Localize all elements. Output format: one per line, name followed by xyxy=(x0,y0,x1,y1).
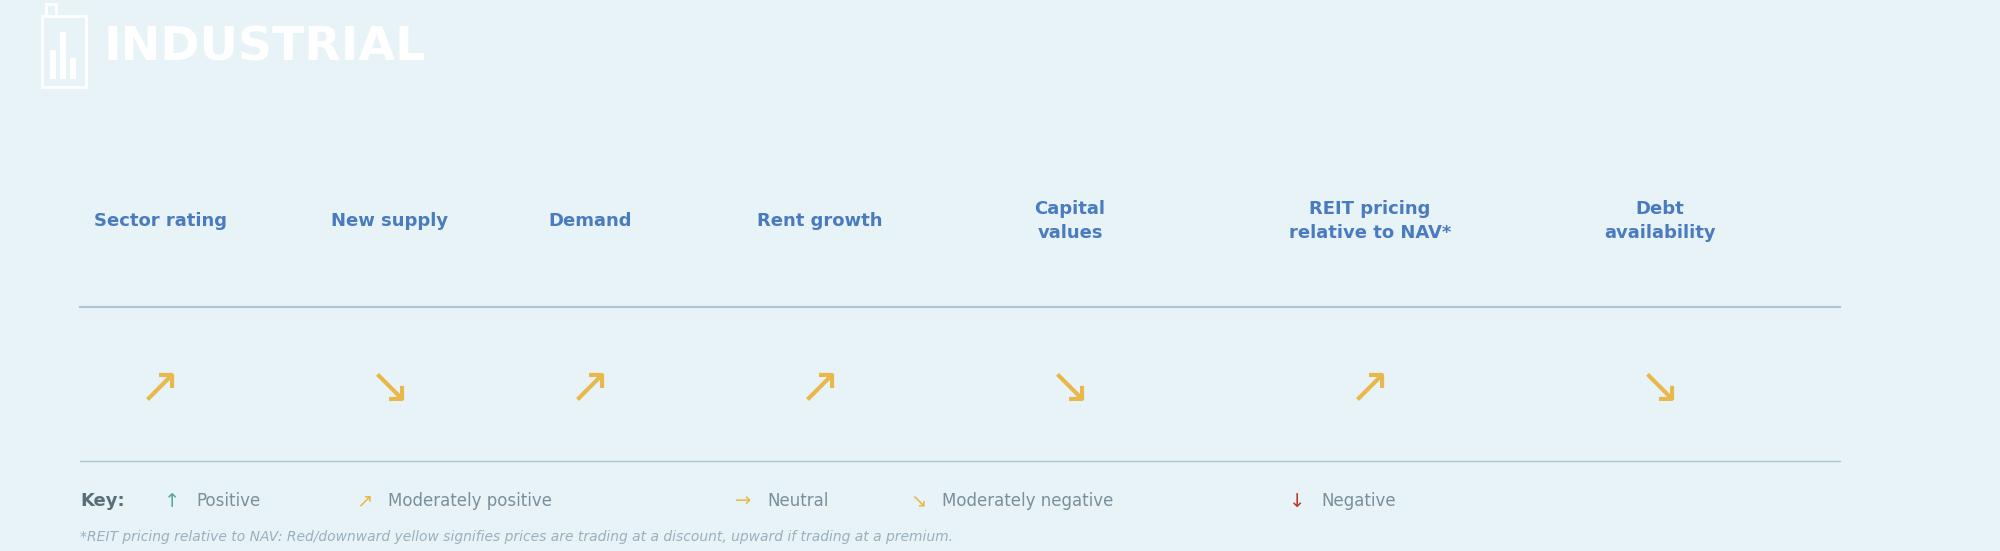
Text: New supply: New supply xyxy=(332,212,448,230)
Text: →: → xyxy=(736,492,752,511)
Text: Capital
values: Capital values xyxy=(1034,201,1106,242)
Text: ↘: ↘ xyxy=(370,364,410,412)
Text: ↗: ↗ xyxy=(1350,364,1390,412)
Text: Neutral: Neutral xyxy=(768,492,828,510)
Text: ↗: ↗ xyxy=(140,364,180,412)
Text: Demand: Demand xyxy=(548,212,632,230)
Text: ↗: ↗ xyxy=(356,492,372,511)
Text: ↘: ↘ xyxy=(1050,364,1090,412)
Text: ↗: ↗ xyxy=(800,364,840,412)
Text: Moderately negative: Moderately negative xyxy=(942,492,1114,510)
Text: Positive: Positive xyxy=(196,492,260,510)
Text: ↘: ↘ xyxy=(1640,364,1680,412)
Text: Moderately positive: Moderately positive xyxy=(388,492,552,510)
Text: ↘: ↘ xyxy=(910,492,926,511)
Text: ↓: ↓ xyxy=(1290,492,1306,511)
Text: Negative: Negative xyxy=(1322,492,1396,510)
Text: Sector rating: Sector rating xyxy=(94,212,226,230)
Bar xyxy=(50,50,56,79)
Text: ↑: ↑ xyxy=(164,492,180,511)
Text: Rent growth: Rent growth xyxy=(758,212,882,230)
Text: REIT pricing
relative to NAV*: REIT pricing relative to NAV* xyxy=(1288,201,1452,242)
Text: *REIT pricing relative to NAV: Red/downward yellow signifies prices are trading : *REIT pricing relative to NAV: Red/downw… xyxy=(80,531,954,544)
Bar xyxy=(70,57,76,79)
Bar xyxy=(42,16,86,87)
Bar xyxy=(60,32,66,79)
Bar xyxy=(46,4,56,16)
Text: INDUSTRIAL: INDUSTRIAL xyxy=(104,25,426,70)
Text: Debt
availability: Debt availability xyxy=(1604,201,1716,242)
Text: ↗: ↗ xyxy=(570,364,610,412)
Text: Key:: Key: xyxy=(80,492,124,510)
